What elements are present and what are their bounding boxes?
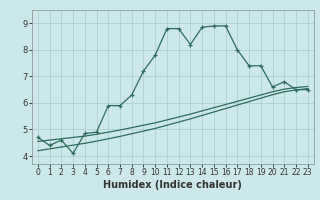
X-axis label: Humidex (Indice chaleur): Humidex (Indice chaleur) xyxy=(103,180,242,190)
